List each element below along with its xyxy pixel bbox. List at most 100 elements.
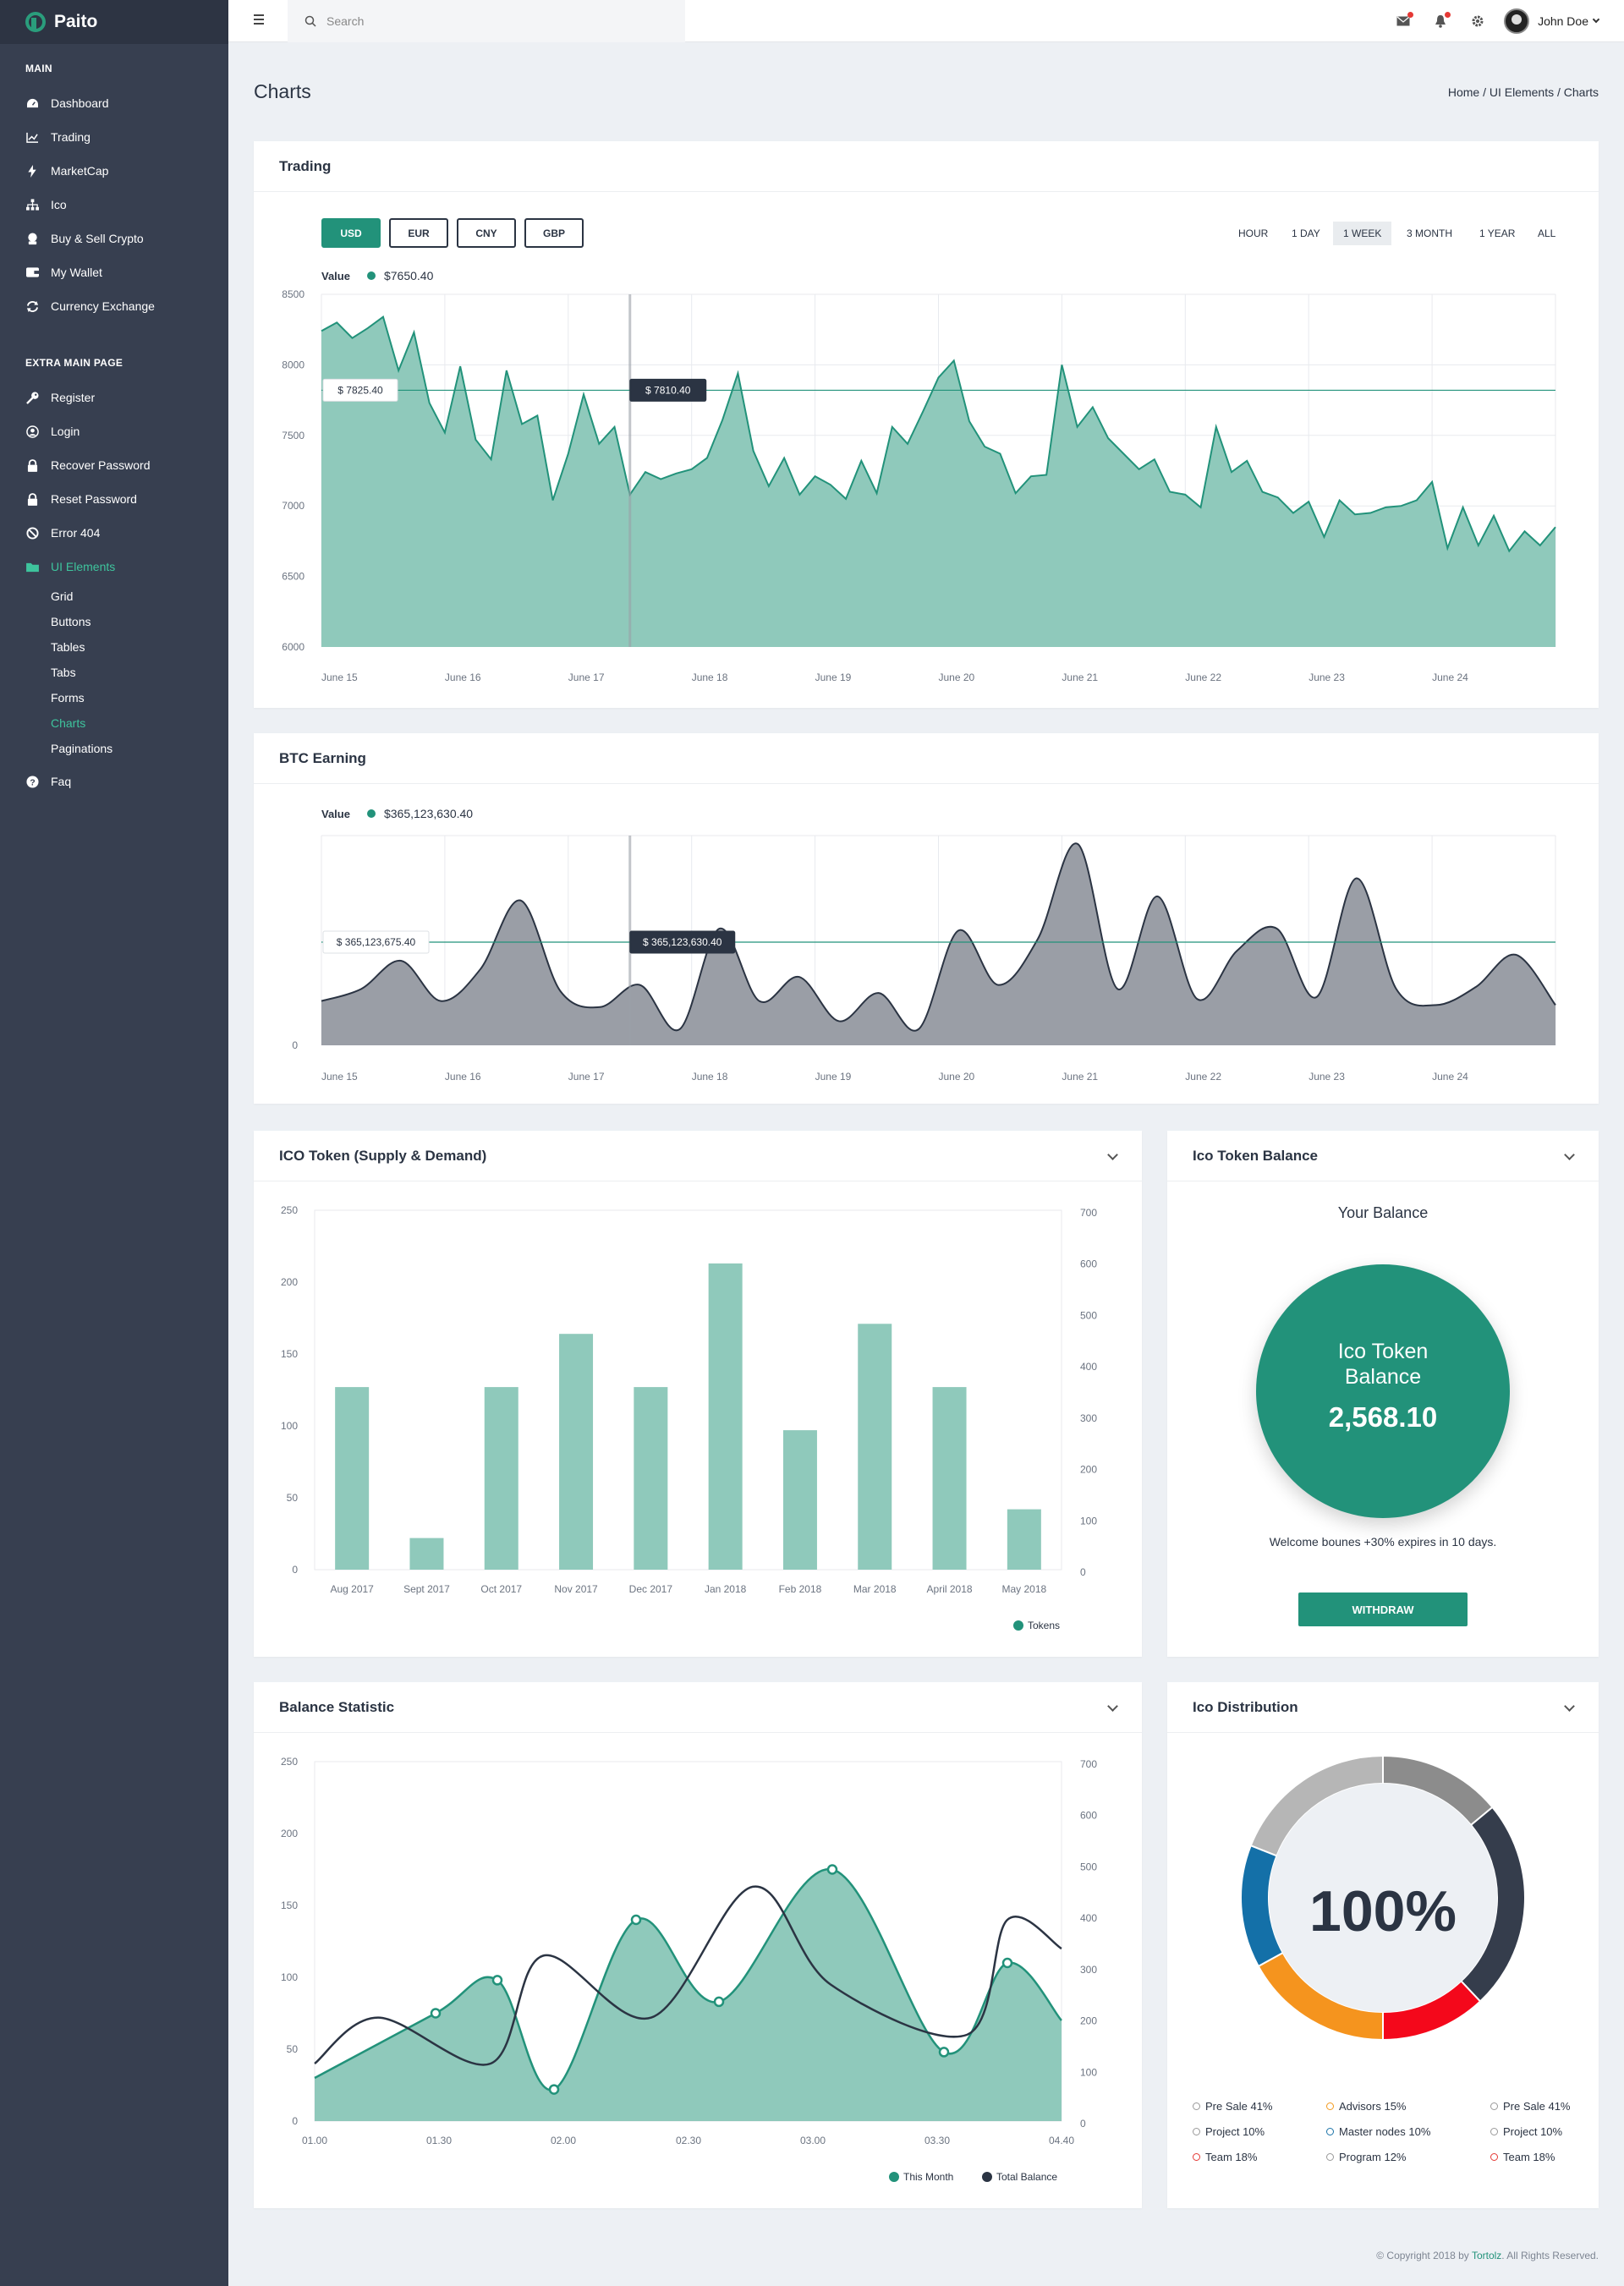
btc-chart[interactable]: 0 June 15 June 16 June 17 June 18 June 19 June…	[254, 829, 1599, 1091]
range-button-3-month[interactable]: 3 MONTH	[1407, 228, 1452, 239]
legend-label: Team 18%	[1205, 2151, 1258, 2163]
sidebar-item-reset-password[interactable]: Reset Password	[0, 482, 228, 516]
coins-icon	[25, 232, 39, 245]
gear-icon[interactable]	[1470, 14, 1485, 29]
sidebar-item-label: Faq	[51, 775, 72, 788]
withdraw-button[interactable]: WITHDRAW	[1298, 1593, 1468, 1626]
range-button-hour[interactable]: HOUR	[1238, 228, 1269, 239]
value-label: Value	[321, 807, 350, 820]
ico-distribution-donut[interactable]	[1235, 1750, 1531, 2046]
y2-tick-label: 300	[1080, 1412, 1097, 1424]
plot-frame	[314, 1209, 1062, 1571]
distribution-legend-item: Advisors 15%	[1326, 2100, 1406, 2113]
sidebar-subitem-buttons[interactable]: Buttons	[51, 615, 91, 628]
search-icon	[304, 15, 316, 27]
card-title: Ico Distribution	[1167, 1682, 1599, 1733]
range-button-1-week[interactable]: 1 WEEK	[1333, 222, 1392, 245]
chevron-down-icon[interactable]	[1564, 1149, 1575, 1160]
trading-chart[interactable]: 6000 6500 7000 7500 8000 8500 June 15 June 16 Ju…	[254, 288, 1599, 693]
btc-tooltip-axis: $ 365,123,675.40	[322, 930, 430, 954]
sidebar-subitem-tables[interactable]: Tables	[51, 640, 85, 654]
mail-icon[interactable]	[1396, 12, 1414, 29]
x-tick-label: June 19	[815, 1071, 852, 1083]
sidebar-subitem-paginations[interactable]: Paginations	[51, 742, 113, 755]
card-title-text: Balance Statistic	[279, 1698, 395, 1715]
brand[interactable]: Paito	[0, 0, 228, 44]
sidebar-subitem-forms[interactable]: Forms	[51, 691, 85, 704]
sidebar-subitem-grid[interactable]: Grid	[51, 589, 74, 603]
menu-toggle-icon[interactable]	[254, 14, 264, 25]
balance-statistic-card: Balance Statistic 0 50 100 150 200 250 0 100 200…	[254, 1682, 1142, 2208]
sidebar-item-ico[interactable]: Ico	[0, 188, 228, 222]
x-tick-label: Sept 2017	[403, 1583, 450, 1595]
y2-tick-label: 0	[1080, 1566, 1086, 1578]
card-title: Balance Statistic	[254, 1682, 1142, 1733]
search-input[interactable]	[326, 14, 648, 28]
balance-circle: Ico Token Balance 2,568.10	[1256, 1264, 1510, 1518]
sidebar-subitem-tabs[interactable]: Tabs	[51, 666, 76, 679]
sidebar-item-label: Ico	[51, 198, 67, 211]
range-button-1-day[interactable]: 1 DAY	[1292, 228, 1320, 239]
bell-icon[interactable]	[1433, 12, 1451, 29]
ico-token-chart[interactable]: 0 50 100 150 200 250 0 100 200 300 400 500 600 700 Aug…	[254, 1181, 1142, 1655]
sidebar-item-buy-sell-crypto[interactable]: Buy & Sell Crypto	[0, 222, 228, 255]
y2-tick-label: 400	[1080, 1361, 1097, 1373]
y-tick-label: 250	[281, 1204, 298, 1216]
x-tick-label: 03.00	[800, 2135, 826, 2146]
ban-icon	[25, 526, 39, 540]
sidebar-item-login[interactable]: Login	[0, 414, 228, 448]
balance-amount: 2,568.10	[1328, 1401, 1438, 1433]
sidebar-item-label: Reset Password	[51, 492, 137, 506]
chevron-down-icon[interactable]	[1107, 1149, 1118, 1160]
card-title: Ico Token Balance	[1167, 1131, 1599, 1181]
sidebar-item-error-404[interactable]: Error 404	[0, 516, 228, 550]
x-tick-label: June 18	[692, 1071, 728, 1083]
x-tick-label: 02.30	[676, 2135, 701, 2146]
currency-button-cny[interactable]: CNY	[457, 218, 516, 248]
chevron-down-icon[interactable]	[1592, 15, 1600, 24]
question-icon: ?	[25, 775, 39, 788]
legend-dot	[1013, 1620, 1023, 1631]
sidebar-item-marketcap[interactable]: MarketCap	[0, 154, 228, 188]
avatar[interactable]	[1504, 8, 1530, 34]
sidebar-subitem-charts[interactable]: Charts	[51, 716, 86, 730]
sidebar-item-label: Login	[51, 425, 80, 438]
currency-button-gbp[interactable]: GBP	[524, 218, 584, 248]
sidebar-item-ui-elements[interactable]: UI Elements	[0, 550, 228, 584]
sidebar-item-register[interactable]: Register	[0, 381, 228, 414]
x-tick-label: June 20	[939, 1071, 975, 1083]
distribution-legend-item: Program 12%	[1326, 2151, 1406, 2163]
x-tick-label: 01.00	[302, 2135, 327, 2146]
sidebar-item-dashboard[interactable]: Dashboard	[0, 86, 228, 120]
bar	[634, 1387, 668, 1570]
breadcrumb[interactable]: Home / UI Elements / Charts	[1447, 85, 1599, 99]
card-title: BTC Earning	[254, 733, 1599, 784]
y-tick-label: 8000	[282, 359, 304, 370]
legend-label: Program 12%	[1339, 2151, 1407, 2163]
x-tick-label: June 23	[1309, 1071, 1345, 1083]
currency-button-usd[interactable]: USD	[321, 218, 381, 248]
sidebar-item-label: My Wallet	[51, 266, 102, 279]
sidebar-item-trading[interactable]: Trading	[0, 120, 228, 154]
chevron-down-icon[interactable]	[1107, 1701, 1118, 1712]
user-name[interactable]: John Doe	[1538, 14, 1588, 28]
bar	[782, 1430, 817, 1570]
trading-tooltip-cursor-text: $ 7810.40	[645, 384, 691, 396]
sidebar-item-recover-password[interactable]: Recover Password	[0, 448, 228, 482]
range-button-all[interactable]: ALL	[1538, 228, 1556, 239]
sidebar-item-my-wallet[interactable]: My Wallet	[0, 255, 228, 289]
sidebar-item-currency-exchange[interactable]: Currency Exchange	[0, 289, 228, 323]
range-button-1-year[interactable]: 1 YEAR	[1479, 228, 1516, 239]
currency-button-eur[interactable]: EUR	[389, 218, 448, 248]
btc-tooltip-cursor: $ 365,123,630.40	[629, 930, 736, 954]
card-title-text: Ico Distribution	[1193, 1698, 1298, 1715]
balance-statistic-chart[interactable]: 0 50 100 150 200 250 0 100 200 300 400 500 600 700 01.…	[254, 1733, 1142, 2207]
sidebar-item-faq[interactable]: ? Faq	[0, 765, 228, 798]
x-tick-label: June 22	[1185, 672, 1221, 683]
user-circle-icon	[25, 425, 39, 438]
trading-tooltip-cursor: $ 7810.40	[629, 378, 707, 402]
data-point	[826, 1864, 838, 1875]
chevron-down-icon[interactable]	[1564, 1701, 1575, 1712]
data-point	[630, 1914, 642, 1926]
footer-brand-link[interactable]: Tortolz	[1471, 2250, 1502, 2261]
